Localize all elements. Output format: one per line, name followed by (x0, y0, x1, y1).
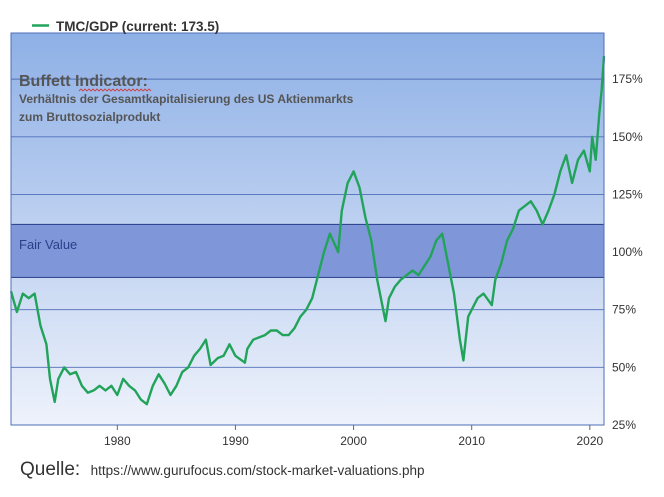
x-tick-label: 1980 (104, 434, 131, 448)
chart-subtitle-line-2: zum Bruttosozialprodukt (19, 110, 160, 124)
plot-border (10, 32, 605, 426)
title-squiggle (78, 88, 152, 92)
legend-label: TMC/GDP (current: 173.5) (56, 19, 219, 34)
y-tick-label: 25% (612, 418, 636, 432)
x-tick-label: 2020 (576, 434, 603, 448)
series-line (9, 56, 606, 406)
x-tick-label: 1990 (222, 434, 249, 448)
source-label: Quelle: (20, 459, 81, 480)
fair-value-label: Fair Value (19, 237, 77, 252)
y-axis-ticks: 25% 50% 75% 100% 125% 150% 175% (612, 72, 643, 432)
y-tick-label: 100% (612, 245, 643, 259)
source-url: https://www.gurufocus.com/stock-market-v… (90, 463, 425, 478)
fair-value-band (10, 223, 605, 278)
y-tick-label: 175% (612, 72, 643, 86)
chart-title: Buffett Indicator: (19, 73, 148, 90)
x-tick-label: 2000 (340, 434, 367, 448)
y-tick-label: 125% (612, 187, 643, 201)
y-tick-label: 150% (612, 130, 643, 144)
x-axis-ticks: 1980 1990 2000 2010 2020 (104, 425, 603, 448)
y-tick-label: 50% (612, 360, 636, 374)
y-tick-label: 75% (612, 303, 636, 317)
source-note: Quelle: https://www.gurufocus.com/stock-… (20, 459, 425, 481)
x-tick-label: 2010 (458, 434, 485, 448)
chart-subtitle-line-1: Verhältnis der Gesamtkapitalisierung des… (19, 92, 354, 106)
